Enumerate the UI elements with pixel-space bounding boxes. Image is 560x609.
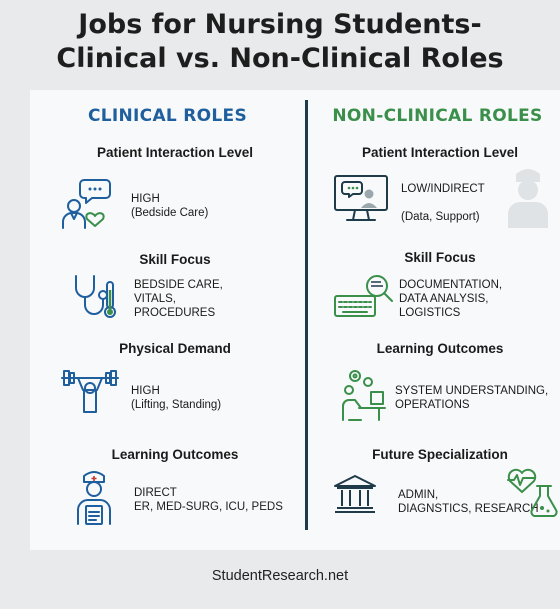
clinical-section-2-line-1: BEDSIDE CARE, (134, 279, 223, 291)
clinical-section-1-line-1: HIGH (131, 193, 160, 205)
nonclinical-section-1-title: Patient Interaction Level (361, 145, 519, 160)
nonclinical-section-4-title: Future Specialization (372, 447, 508, 462)
nurse-chat-heart-icon (60, 176, 114, 237)
keyboard-magnifier-icon (333, 272, 395, 325)
clinical-section-3-line-1: HIGH (131, 385, 160, 397)
nonclinical-section-1-line-1: LOW/INDIRECT (401, 183, 485, 195)
nonclinical-section-3-title: Learning Outcomes (376, 341, 504, 356)
footer-site-label: StudentResearch.net (211, 568, 349, 584)
clinical-section-4-line-2: ER, MED-SURG, ICU, PEDS (134, 501, 283, 513)
title-line-2: Clinical vs. Non-Clinical Roles (56, 43, 504, 74)
stethoscope-thermometer-icon (68, 272, 118, 327)
clinical-section-4-title: Learning Outcomes (111, 447, 239, 462)
nurse-clipboard-icon (74, 468, 114, 531)
clinical-section-1-title: Patient Interaction Level (96, 145, 254, 160)
non-clinical-roles-heading: NON-CLINICAL ROLES (332, 106, 543, 126)
desk-worker-gears-icon (335, 368, 389, 427)
heart-monitor-flask-icon (506, 466, 558, 523)
nonclinical-section-2-title: Skill Focus (404, 250, 476, 265)
title-line-1: Jobs for Nursing Students- (78, 9, 482, 40)
clinical-roles-heading: CLINICAL ROLES (87, 106, 247, 126)
faded-nurse-icon (506, 166, 550, 233)
nonclinical-section-3-line-2: OPERATIONS (395, 399, 470, 411)
nonclinical-section-4-line-2: DIAGNSTICS, RESEARCH (398, 503, 539, 515)
clinical-section-4-line-1: DIRECT (134, 487, 177, 499)
nonclinical-section-4-line-1: ADMIN, (398, 489, 439, 501)
nonclinical-section-2-line-1: DOCUMENTATION, (399, 279, 503, 291)
nonclinical-section-3-line-1: SYSTEM UNDERSTANDING, (395, 385, 549, 397)
clinical-section-2-title: Skill Focus (139, 252, 211, 267)
nonclinical-section-2-line-2: DATA ANALYSIS, (399, 293, 489, 305)
clinical-section-1-line-2: (Bedside Care) (131, 207, 209, 219)
nonclinical-section-1-line-2: (Data, Support) (401, 211, 480, 223)
nonclinical-section-2-line-3: LOGISTICS (399, 307, 461, 319)
computer-monitor-icon (333, 172, 389, 229)
clinical-section-3-title: Physical Demand (119, 341, 231, 356)
weightlifter-icon (60, 368, 120, 423)
clinical-section-2-line-2: VITALS, (134, 293, 176, 305)
infographic-title: Jobs for Nursing Students- Clinical vs. … (0, 8, 560, 76)
clinical-section-3-line-2: (Lifting, Standing) (131, 399, 222, 411)
column-divider (305, 100, 308, 530)
institution-building-icon (333, 474, 377, 519)
comparison-panel: CLINICAL ROLES Patient Interaction Level… (30, 90, 560, 550)
clinical-section-2-line-3: PROCEDURES (134, 307, 216, 319)
